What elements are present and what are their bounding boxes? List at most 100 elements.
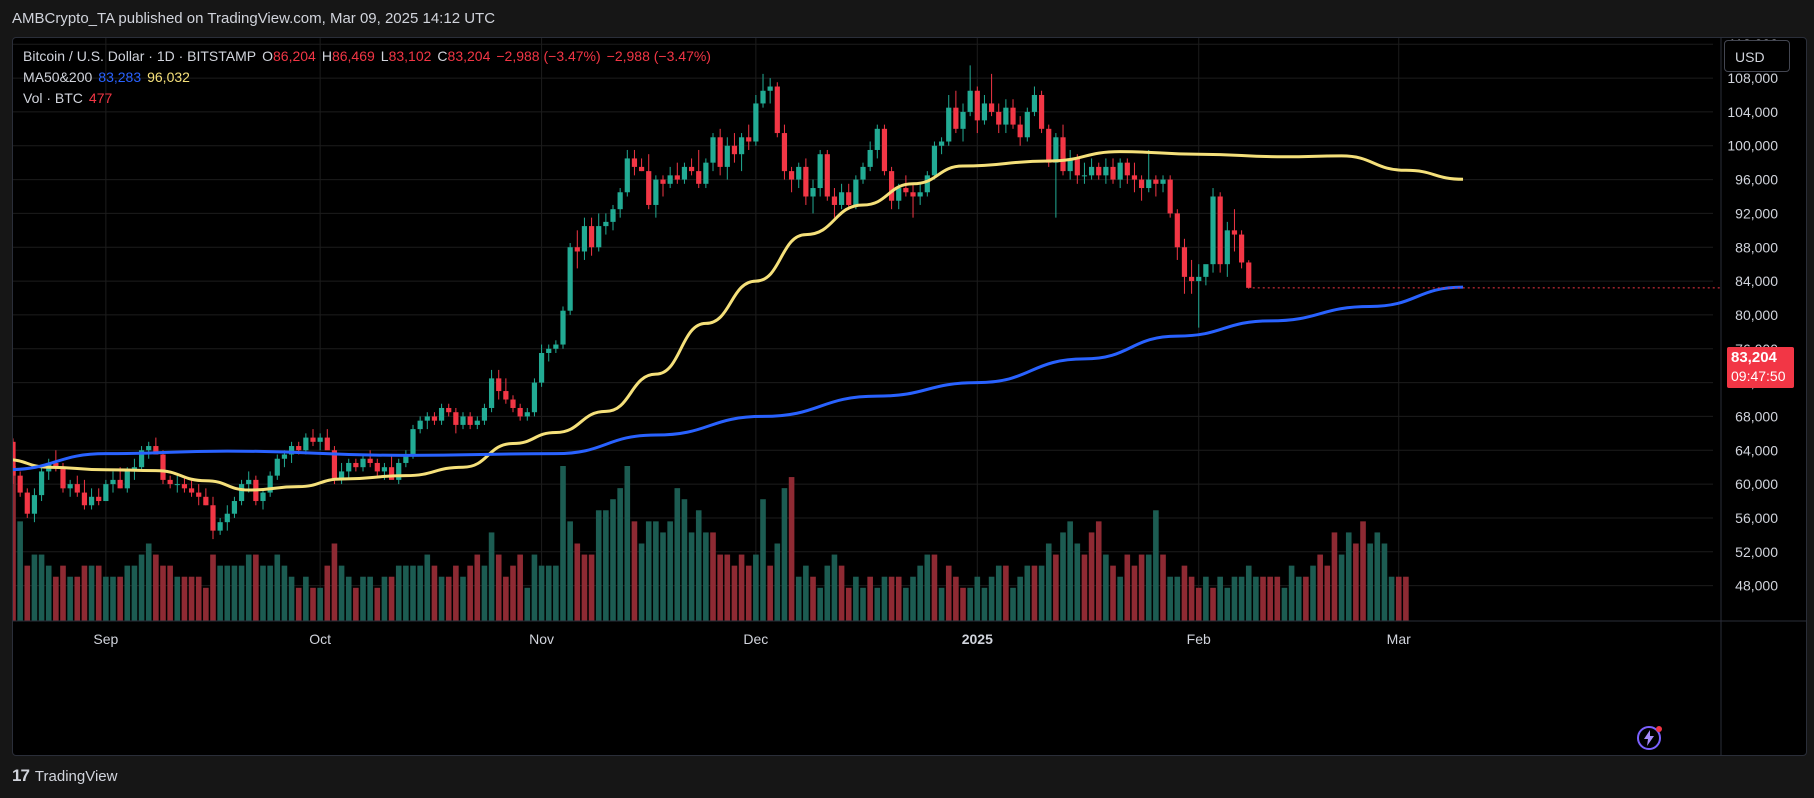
- volume-bar: [924, 554, 931, 621]
- candle: [1174, 209, 1180, 260]
- candle-body: [760, 90, 766, 104]
- volume-bar: [717, 554, 723, 621]
- candle-body: [1110, 166, 1116, 180]
- candle-body: [696, 171, 702, 184]
- tradingview-logo-icon[interactable]: 17: [12, 766, 30, 785]
- candle-body: [24, 492, 30, 514]
- currency-button[interactable]: USD: [1724, 40, 1790, 72]
- candle-body: [181, 484, 188, 489]
- candle-body: [653, 179, 659, 205]
- volume-bar: [688, 532, 695, 621]
- volume-bar: [324, 565, 331, 621]
- candle-body: [274, 458, 280, 476]
- candle: [488, 369, 495, 413]
- volume-bar: [203, 587, 209, 621]
- volume-bar: [981, 587, 988, 621]
- candle: [410, 424, 416, 459]
- volume-bar: [1110, 565, 1116, 621]
- candle: [446, 403, 452, 417]
- chart-panel[interactable]: 48,00052,00056,00060,00064,00068,00072,0…: [12, 37, 1807, 756]
- time-axis: Sep Oct Nov Dec 2025 Feb Mar: [93, 631, 1411, 647]
- volume-bar: [1074, 543, 1081, 621]
- volume-bar: [938, 587, 945, 621]
- volume-bars: [13, 466, 1409, 621]
- candle-body: [767, 86, 773, 91]
- volume-bar: [1403, 576, 1409, 621]
- volume-bar: [424, 554, 431, 621]
- candle: [338, 462, 345, 485]
- volume-bar: [603, 510, 609, 621]
- candle: [138, 446, 145, 472]
- volume-bar: [274, 554, 281, 621]
- candle: [1081, 162, 1088, 184]
- candle-body: [910, 192, 916, 197]
- volume-bar: [817, 587, 823, 621]
- volume-bar: [831, 554, 838, 621]
- candle: [846, 183, 852, 210]
- candle: [174, 475, 180, 493]
- price-chart[interactable]: 48,00052,00056,00060,00064,00068,00072,0…: [13, 38, 1806, 755]
- candle: [1096, 162, 1102, 180]
- volume-bar: [517, 554, 523, 621]
- volume-bar: [1338, 554, 1345, 621]
- candle-body: [174, 484, 180, 486]
- volume-value: 477: [88, 90, 113, 106]
- volume-bar: [267, 565, 273, 621]
- candle-body: [988, 103, 995, 112]
- volume-bar: [317, 587, 323, 621]
- candle: [546, 344, 552, 362]
- candle: [988, 73, 995, 117]
- candle-body: [403, 454, 409, 463]
- candle: [910, 183, 916, 218]
- candle-body: [488, 378, 495, 408]
- volume-bar: [224, 565, 231, 621]
- candle-body: [417, 420, 423, 430]
- candle: [374, 458, 380, 476]
- change-value: −2,988 (−3.47%): [496, 48, 601, 64]
- candle-body: [503, 391, 509, 400]
- volume-bar: [567, 521, 573, 621]
- candle: [781, 124, 788, 180]
- volume-bar: [174, 576, 181, 621]
- volume-label[interactable]: Vol · BTC: [23, 90, 83, 106]
- candle-body: [553, 344, 559, 349]
- candle: [538, 344, 545, 387]
- ma-label[interactable]: MA50&200: [23, 69, 93, 85]
- brand-name[interactable]: TradingView: [34, 767, 118, 785]
- volume-bar: [1088, 532, 1095, 621]
- candle: [1188, 259, 1195, 294]
- candle-body: [831, 196, 838, 205]
- candle-body: [360, 458, 366, 468]
- candle: [403, 450, 409, 468]
- candle: [803, 158, 809, 205]
- candle-body: [846, 192, 852, 205]
- volume-bar: [531, 554, 538, 621]
- candle: [1146, 149, 1152, 193]
- candle: [331, 446, 338, 485]
- candle: [238, 479, 245, 506]
- candle-body: [1038, 94, 1045, 129]
- volume-bar: [1217, 576, 1223, 621]
- volume-bar: [460, 576, 466, 621]
- volume-bar: [1310, 565, 1316, 621]
- publish-info: AMBCrypto_TA published on TradingView.co…: [12, 10, 496, 27]
- candle-body: [210, 505, 216, 531]
- volume-bar: [181, 576, 188, 621]
- ma50-line: [13, 150, 1464, 492]
- candle: [353, 458, 359, 472]
- candle: [703, 158, 709, 189]
- candle-body: [803, 166, 809, 197]
- candle-body: [1196, 276, 1202, 282]
- candle: [996, 103, 1002, 134]
- candle: [1010, 99, 1016, 129]
- candle: [817, 149, 823, 197]
- symbol-title[interactable]: Bitcoin / U.S. Dollar · 1D · BITSTAMP: [23, 48, 257, 64]
- volume-bar: [695, 510, 702, 621]
- lightning-assistant-icon[interactable]: [1635, 724, 1663, 752]
- candle: [617, 188, 623, 218]
- volume-bar: [374, 587, 381, 621]
- volume-bar: [67, 576, 73, 621]
- volume-bar: [24, 565, 31, 621]
- volume-bar: [88, 565, 95, 621]
- candle-body: [1146, 179, 1152, 189]
